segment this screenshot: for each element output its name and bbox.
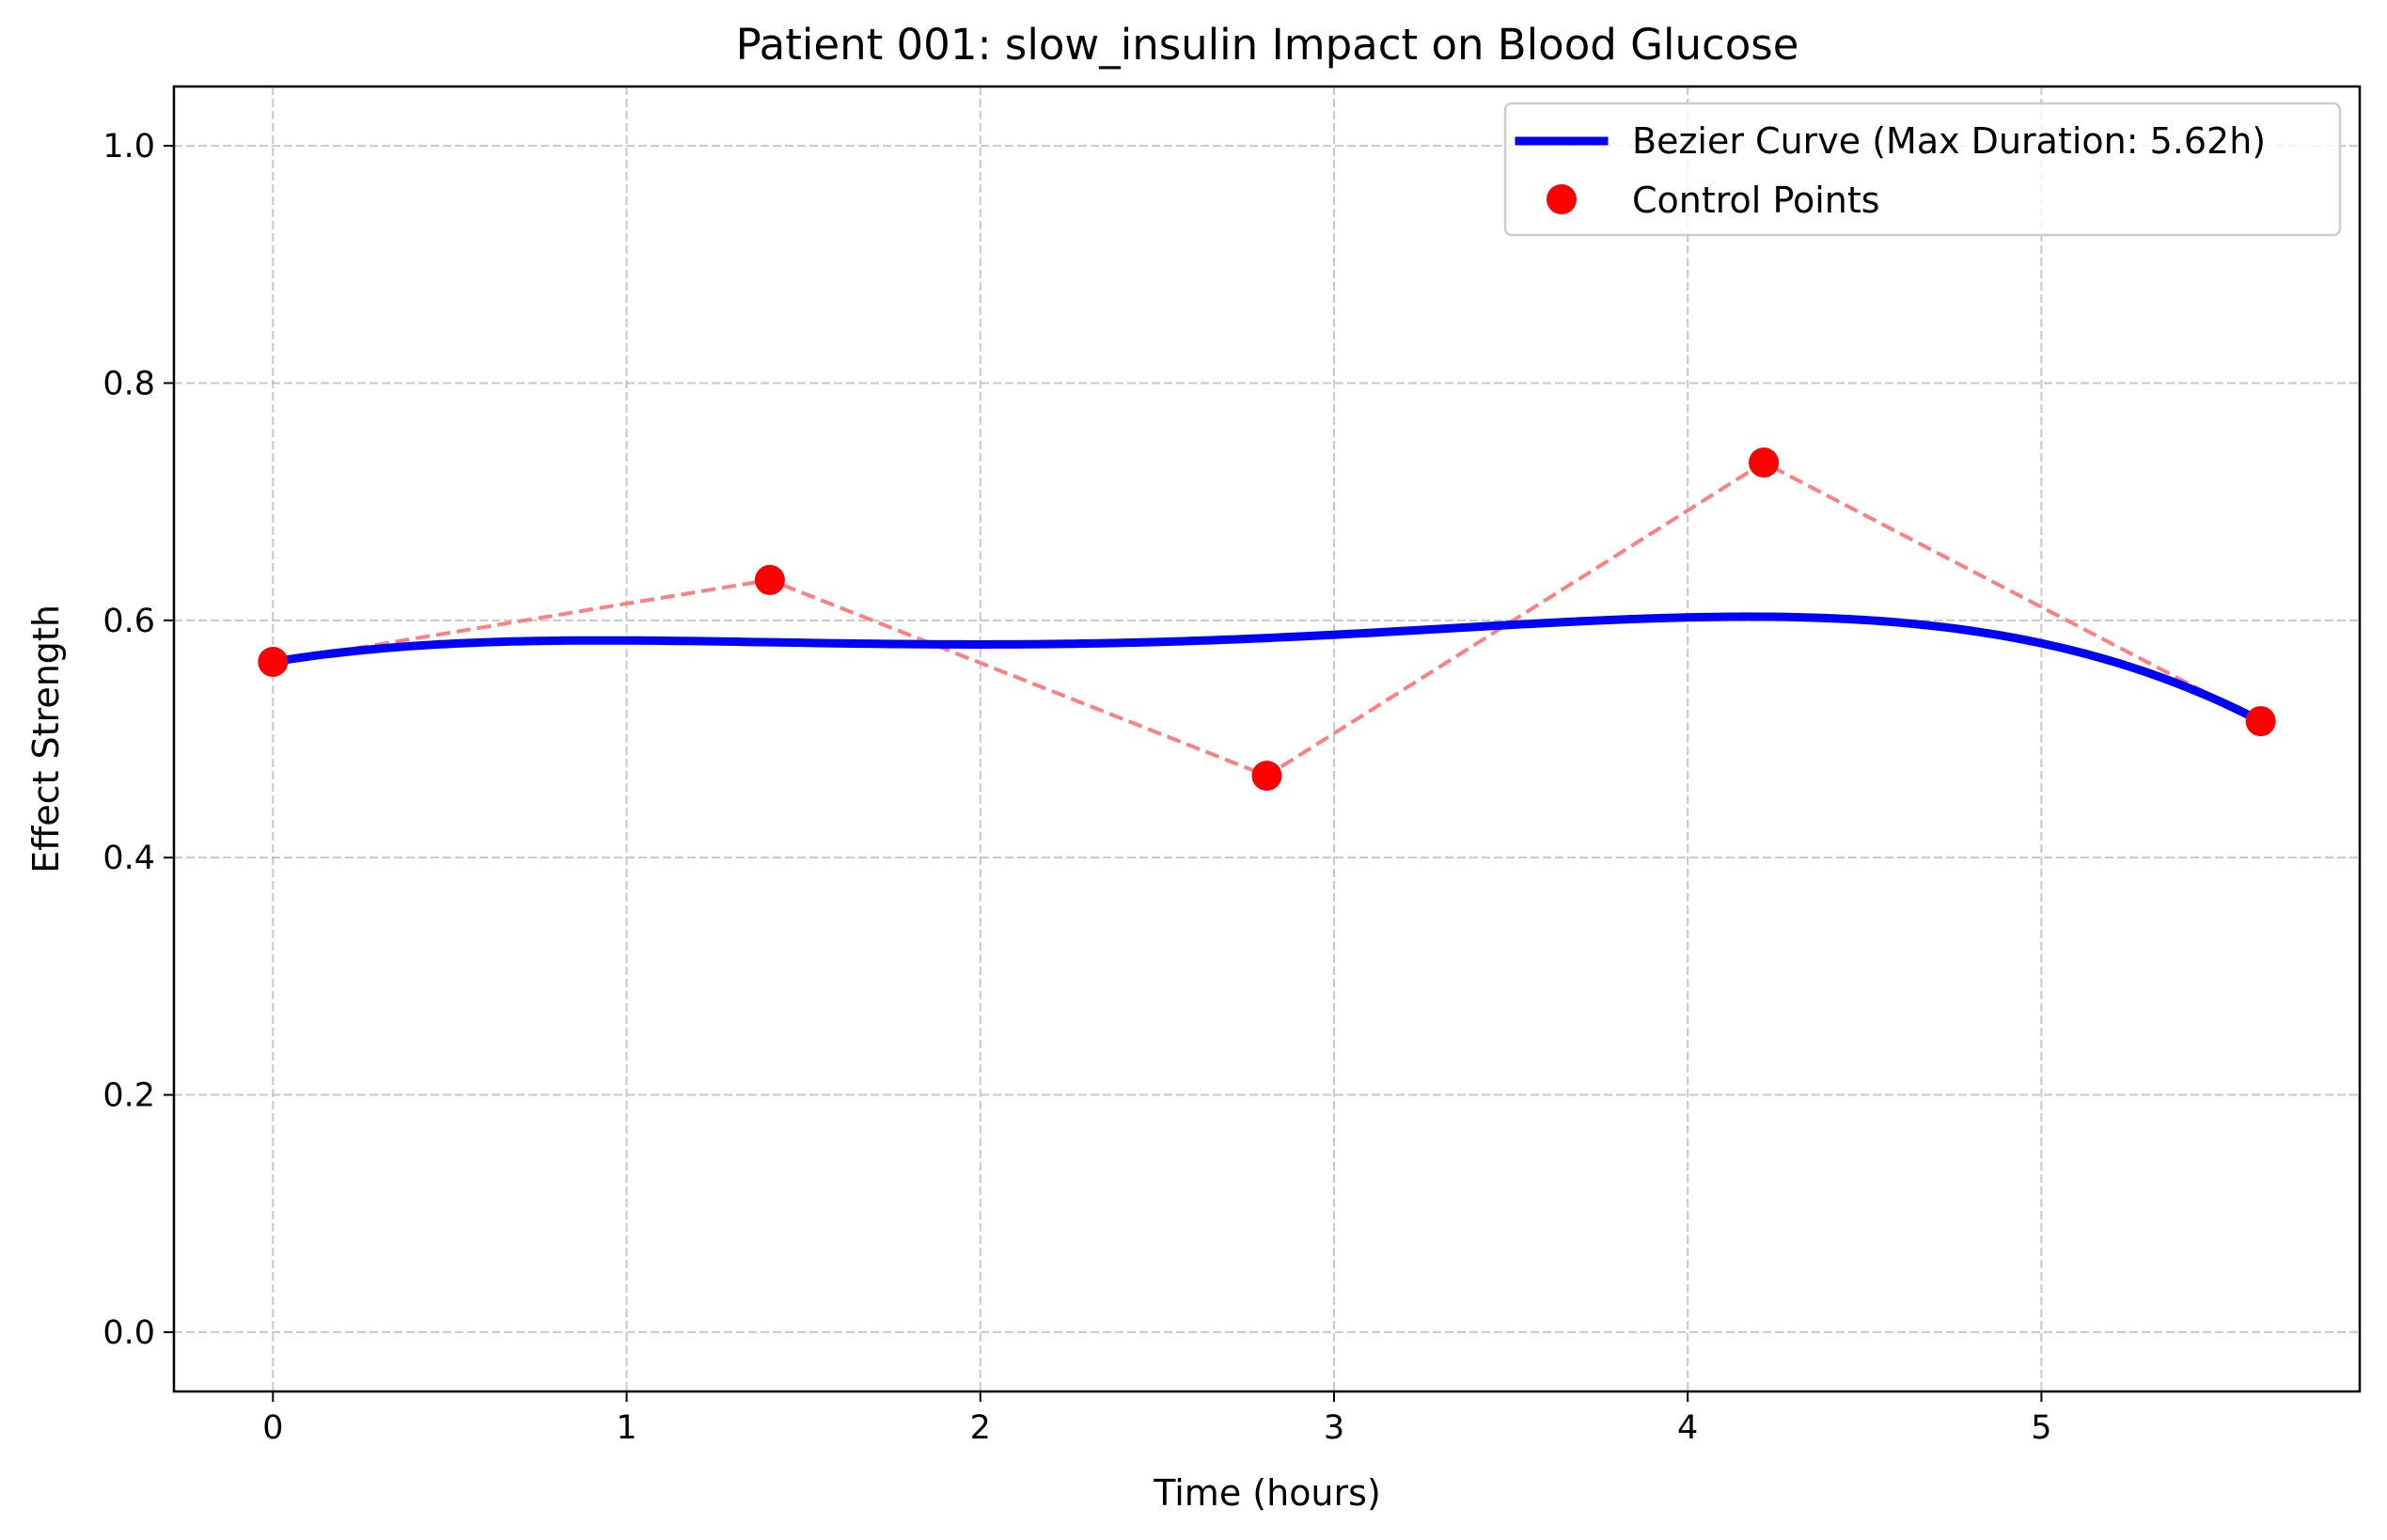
legend: Bezier Curve (Max Duration: 5.62h) Contr…: [1503, 102, 2342, 237]
legend-box: [1503, 102, 2342, 237]
legend-marker-swatch: [1547, 184, 1577, 214]
plot-area-frame: [172, 85, 2362, 1393]
x-tick-label: 4: [1677, 1409, 1698, 1447]
x-axis-label: Time (hours): [1153, 1472, 1381, 1514]
y-tick-label: 0.8: [102, 365, 155, 402]
control-points-series: [258, 447, 2276, 792]
control-point: [754, 564, 785, 595]
y-tick-label: 0.2: [102, 1077, 155, 1115]
x-tick-label: 2: [970, 1409, 991, 1447]
bezier-curve-series: [272, 612, 2263, 726]
control-point: [2245, 706, 2276, 737]
control-point: [258, 646, 289, 677]
x-tick-label: 0: [262, 1409, 283, 1447]
y-tick-label: 0.0: [102, 1314, 155, 1352]
y-tick-label: 1.0: [102, 128, 155, 165]
x-tick-label: 1: [616, 1409, 636, 1447]
y-tick-label: 0.4: [102, 840, 155, 877]
control-point: [1749, 447, 1780, 478]
x-tick-label: 5: [2031, 1409, 2051, 1447]
legend-label-bezier-curve: Bezier Curve (Max Duration: 5.62h): [1632, 120, 2266, 162]
legend-label-control-points: Control Points: [1632, 180, 1880, 221]
x-tick-label: 3: [1324, 1409, 1344, 1447]
x-axis-ticks: 0 1 2 3 4 5: [262, 1391, 2052, 1447]
bezier-curve-line: [272, 612, 2263, 726]
y-axis-label: Effect Strength: [25, 605, 67, 873]
chart-title: Patient 001: slow_insulin Impact on Bloo…: [736, 20, 1799, 70]
y-axis-ticks: 0.0 0.2 0.4 0.6 0.8 1.0: [102, 128, 174, 1352]
control-point: [1251, 761, 1282, 792]
y-tick-label: 0.6: [102, 603, 155, 640]
